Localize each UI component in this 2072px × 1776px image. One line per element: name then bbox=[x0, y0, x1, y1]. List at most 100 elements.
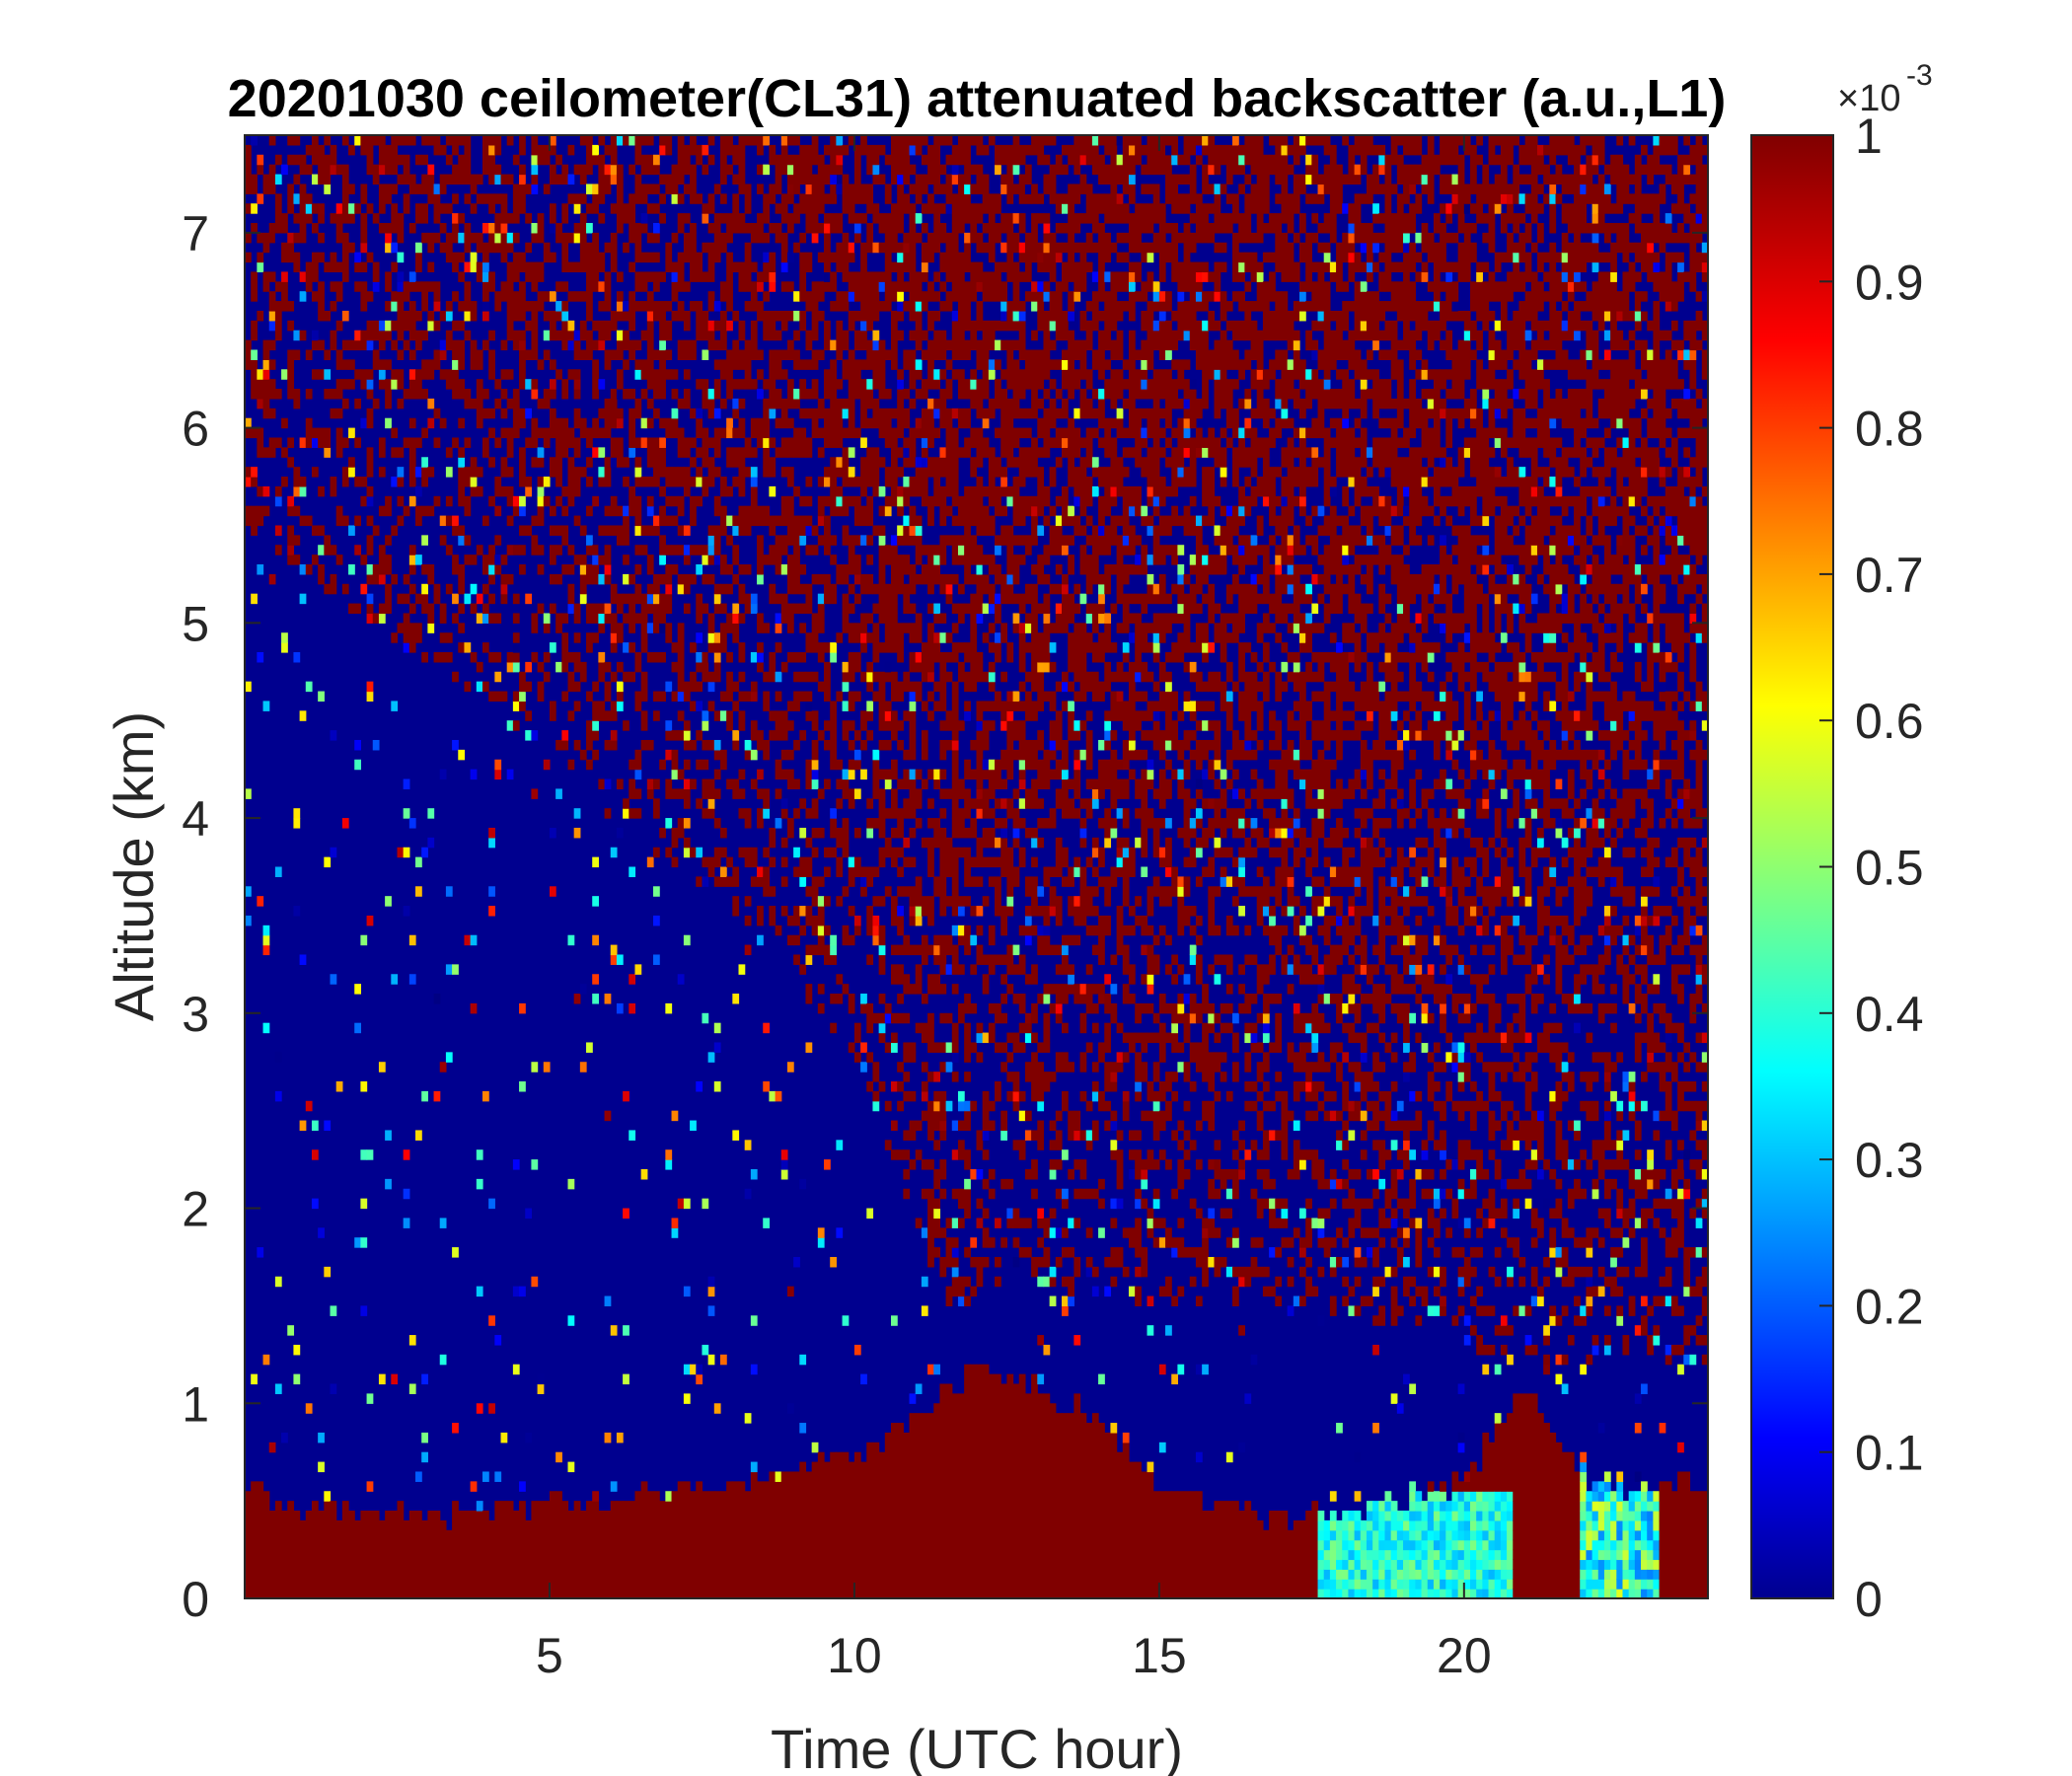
heatmap-cell bbox=[299, 710, 307, 721]
heatmap-cell bbox=[878, 925, 886, 936]
heatmap-cell bbox=[646, 369, 654, 380]
heatmap-cell bbox=[452, 515, 459, 527]
heatmap-cell bbox=[433, 437, 441, 448]
heatmap-cell bbox=[707, 1491, 715, 1502]
heatmap-cell bbox=[848, 389, 855, 400]
heatmap-cell bbox=[757, 1589, 764, 1598]
heatmap-cell bbox=[872, 1501, 880, 1512]
heatmap-cell bbox=[707, 525, 715, 536]
heatmap-cell bbox=[629, 778, 636, 790]
heatmap-cell bbox=[281, 242, 288, 254]
heatmap-cell bbox=[719, 427, 727, 439]
heatmap-cell bbox=[890, 447, 898, 458]
heatmap-cell bbox=[690, 1511, 697, 1521]
heatmap-cell bbox=[872, 1442, 880, 1453]
heatmap-cell bbox=[653, 778, 660, 790]
heatmap-cell bbox=[696, 613, 703, 624]
heatmap-cell bbox=[494, 222, 502, 234]
heatmap-cell bbox=[744, 1491, 752, 1502]
heatmap-cell bbox=[287, 1589, 295, 1598]
heatmap-cell bbox=[561, 242, 569, 254]
heatmap-cell bbox=[750, 1471, 758, 1482]
heatmap-cell bbox=[903, 886, 911, 897]
heatmap-cell bbox=[274, 1579, 282, 1590]
heatmap-cell bbox=[324, 1519, 332, 1531]
heatmap-cell bbox=[257, 1539, 264, 1551]
heatmap-cell bbox=[592, 427, 599, 439]
heatmap-cell bbox=[757, 232, 764, 244]
heatmap-cell bbox=[500, 203, 508, 214]
heatmap-cell bbox=[408, 310, 416, 322]
heatmap-cell bbox=[872, 339, 880, 351]
heatmap-cell bbox=[665, 1511, 673, 1521]
heatmap-cell bbox=[470, 1511, 478, 1521]
heatmap-cell bbox=[824, 1159, 831, 1170]
heatmap-cell bbox=[744, 1188, 752, 1200]
heatmap-cell bbox=[525, 1539, 533, 1551]
heatmap-cell bbox=[543, 477, 551, 487]
heatmap-cell bbox=[671, 749, 679, 761]
heatmap-cell bbox=[884, 1451, 892, 1463]
heatmap-cell bbox=[836, 837, 844, 849]
heatmap-cell bbox=[415, 1471, 422, 1482]
heatmap-cell bbox=[251, 174, 258, 185]
heatmap-cell bbox=[744, 1579, 752, 1590]
heatmap-cell bbox=[860, 866, 867, 877]
heatmap-cell bbox=[506, 720, 514, 731]
heatmap-cell bbox=[397, 154, 405, 166]
heatmap-cell bbox=[890, 1461, 898, 1473]
heatmap-cell bbox=[391, 573, 399, 585]
heatmap-cell bbox=[860, 477, 867, 487]
heatmap-cell bbox=[690, 1120, 697, 1132]
heatmap-cell bbox=[690, 1529, 697, 1541]
heatmap-cell bbox=[274, 437, 282, 448]
heatmap-cell bbox=[805, 252, 813, 263]
heatmap-cell bbox=[757, 1529, 764, 1541]
heatmap-cell bbox=[836, 184, 844, 194]
heatmap-cell bbox=[702, 720, 709, 731]
heatmap-cell bbox=[780, 1569, 788, 1580]
heatmap-cell bbox=[866, 1002, 874, 1014]
heatmap-cell bbox=[592, 934, 599, 946]
heatmap-cell bbox=[640, 545, 648, 555]
heatmap-cell bbox=[738, 1589, 746, 1598]
heatmap-cell bbox=[860, 184, 867, 194]
heatmap-cell bbox=[506, 661, 514, 673]
heatmap-cell bbox=[769, 1539, 777, 1551]
heatmap-cell bbox=[245, 467, 252, 478]
heatmap-cell bbox=[598, 339, 606, 351]
heatmap-cell bbox=[318, 164, 325, 176]
heatmap-cell bbox=[245, 359, 252, 370]
heatmap-cell bbox=[274, 232, 282, 244]
heatmap-cell bbox=[506, 427, 514, 439]
heatmap-cell bbox=[890, 632, 898, 643]
heatmap-cell bbox=[476, 1529, 483, 1541]
heatmap-cell bbox=[330, 213, 337, 224]
heatmap-cell bbox=[750, 651, 758, 663]
heatmap-cell bbox=[318, 1539, 325, 1551]
heatmap-cell bbox=[561, 164, 569, 176]
heatmap-cell bbox=[341, 467, 349, 478]
heatmap-cell bbox=[848, 417, 855, 429]
heatmap-cell bbox=[878, 1529, 886, 1541]
heatmap-cell bbox=[878, 1559, 886, 1570]
heatmap-cell bbox=[677, 495, 685, 507]
heatmap-cell bbox=[494, 1539, 502, 1551]
heatmap-cell bbox=[750, 477, 758, 487]
heatmap-cell bbox=[506, 281, 514, 292]
heatmap-cell bbox=[330, 477, 337, 487]
heatmap-cell bbox=[780, 906, 788, 917]
heatmap-cell bbox=[573, 407, 581, 419]
heatmap-cell bbox=[458, 485, 466, 497]
heatmap-cell bbox=[793, 164, 800, 176]
heatmap-cell bbox=[481, 1559, 489, 1570]
heatmap-cell bbox=[311, 252, 319, 263]
heatmap-cell bbox=[555, 1539, 562, 1551]
heatmap-cell bbox=[360, 1305, 368, 1316]
heatmap-cell bbox=[763, 671, 771, 683]
heatmap-cell bbox=[750, 1461, 758, 1473]
heatmap-cell bbox=[890, 593, 898, 605]
heatmap-cell bbox=[421, 457, 428, 468]
heatmap-cell bbox=[579, 222, 587, 234]
heatmap-cell bbox=[549, 379, 556, 390]
